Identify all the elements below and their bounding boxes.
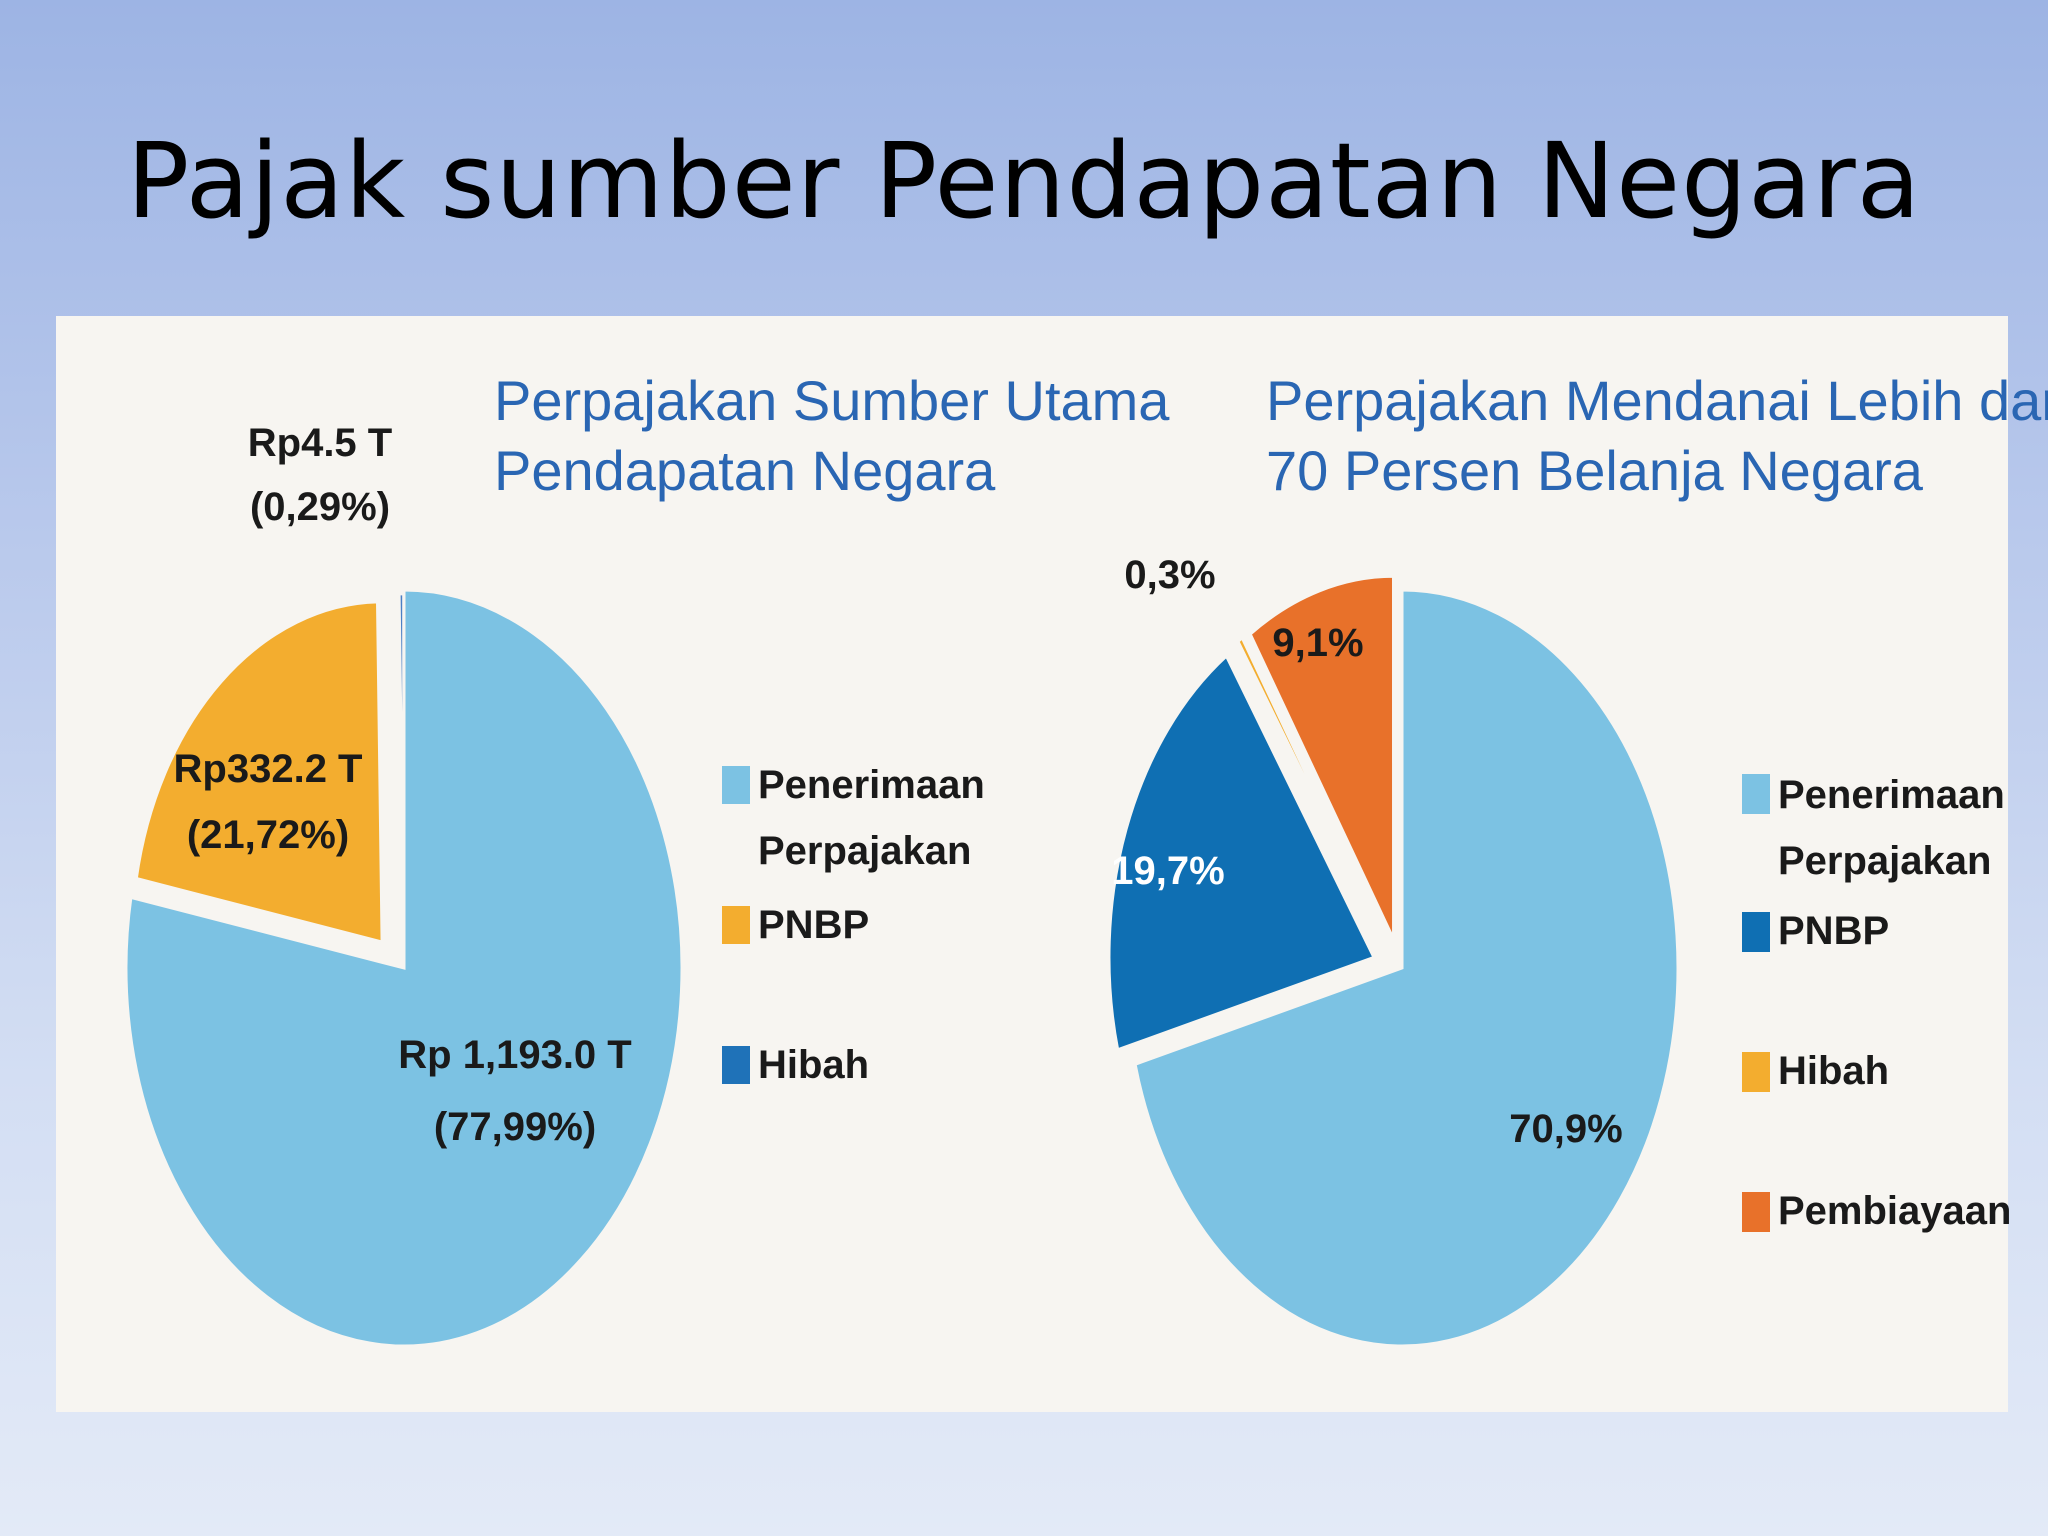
chart2-pie [1107,574,1680,1348]
chart2-legend-perpajakan-line1: Penerimaan [1778,773,2005,817]
chart2-legend-perpajakan-line2: Perpajakan [1778,839,1991,883]
chart1-legend-swatch-pnbp [722,906,750,944]
chart2-slice-penerimaan-perpajakan [1133,588,1680,1348]
chart2-legend-pembiayaan: Pembiayaan [1778,1189,2011,1233]
chart2-legend-swatch-hibah [1742,1052,1770,1092]
chart1-legend: Penerimaan Perpajakan PNBP Hibah [722,763,985,1087]
chart1-slice-pnbp [134,600,384,944]
chart2-label-pembiayaan: 9,1% [1272,621,1363,665]
chart2-title-line1: Perpajakan Mendanai Lebih dari [1266,369,2048,432]
chart2-legend-pnbp: PNBP [1778,909,1889,953]
chart1-legend-swatch-hibah [722,1046,750,1084]
chart2-legend-swatch-pnbp [1742,912,1770,952]
chart1-legend-pnbp: PNBP [758,903,869,947]
chart1-label-perpajakan-value: Rp 1,193.0 T [398,1033,631,1077]
chart2-label-perpajakan: 70,9% [1509,1107,1622,1151]
chart2-legend-swatch-perpajakan [1742,774,1770,814]
chart2-title-line2: 70 Persen Belanja Negara [1266,439,1924,502]
chart1-slice-penerimaan-perpajakan [124,588,684,1348]
chart2-legend-swatch-pembiayaan [1742,1192,1770,1232]
chart2-data-labels: 70,9% 19,7% 0,3% 9,1% [1111,553,1622,1151]
chart1-label-pnbp-value: Rp332.2 T [174,747,363,791]
slide-title: Pajak sumber Pendapatan Negara [126,120,1922,242]
chart2-label-hibah: 0,3% [1124,553,1215,597]
chart2-slice-pembiayaan [1248,574,1396,940]
chart1-label-hibah-percent: (0,29%) [250,485,390,529]
chart2-label-pnbp: 19,7% [1111,849,1224,893]
chart2-slice-pnbp [1107,653,1377,1052]
chart1-slice-hibah [397,592,406,935]
chart1-title-line1: Perpajakan Sumber Utama [494,369,1170,432]
chart2-legend-hibah: Hibah [1778,1049,1889,1093]
chart1-label-hibah-value: Rp4.5 T [248,421,392,465]
chart1-legend-hibah: Hibah [758,1043,869,1087]
chart-revenue-sources: Perpajakan Sumber Utama Pendapatan Negar… [124,369,1170,1348]
chart1-legend-perpajakan-line1: Penerimaan [758,763,985,807]
chart1-legend-swatch-perpajakan [722,766,750,804]
chart-spending-funding: Perpajakan Mendanai Lebih dari 70 Persen… [1107,369,2048,1348]
chart2-legend: Penerimaan Perpajakan PNBP Hibah Pembiay… [1742,773,2011,1233]
chart2-slice-hibah [1236,635,1387,944]
chart1-data-labels: Rp 1,193.0 T (77,99%) Rp332.2 T (21,72%)… [174,421,632,1149]
chart1-pie [124,588,684,1348]
chart1-legend-perpajakan-line2: Perpajakan [758,829,971,873]
chart1-title-line2: Pendapatan Negara [494,439,996,502]
chart1-label-pnbp-percent: (21,72%) [187,813,349,857]
chart1-label-perpajakan-percent: (77,99%) [434,1105,596,1149]
